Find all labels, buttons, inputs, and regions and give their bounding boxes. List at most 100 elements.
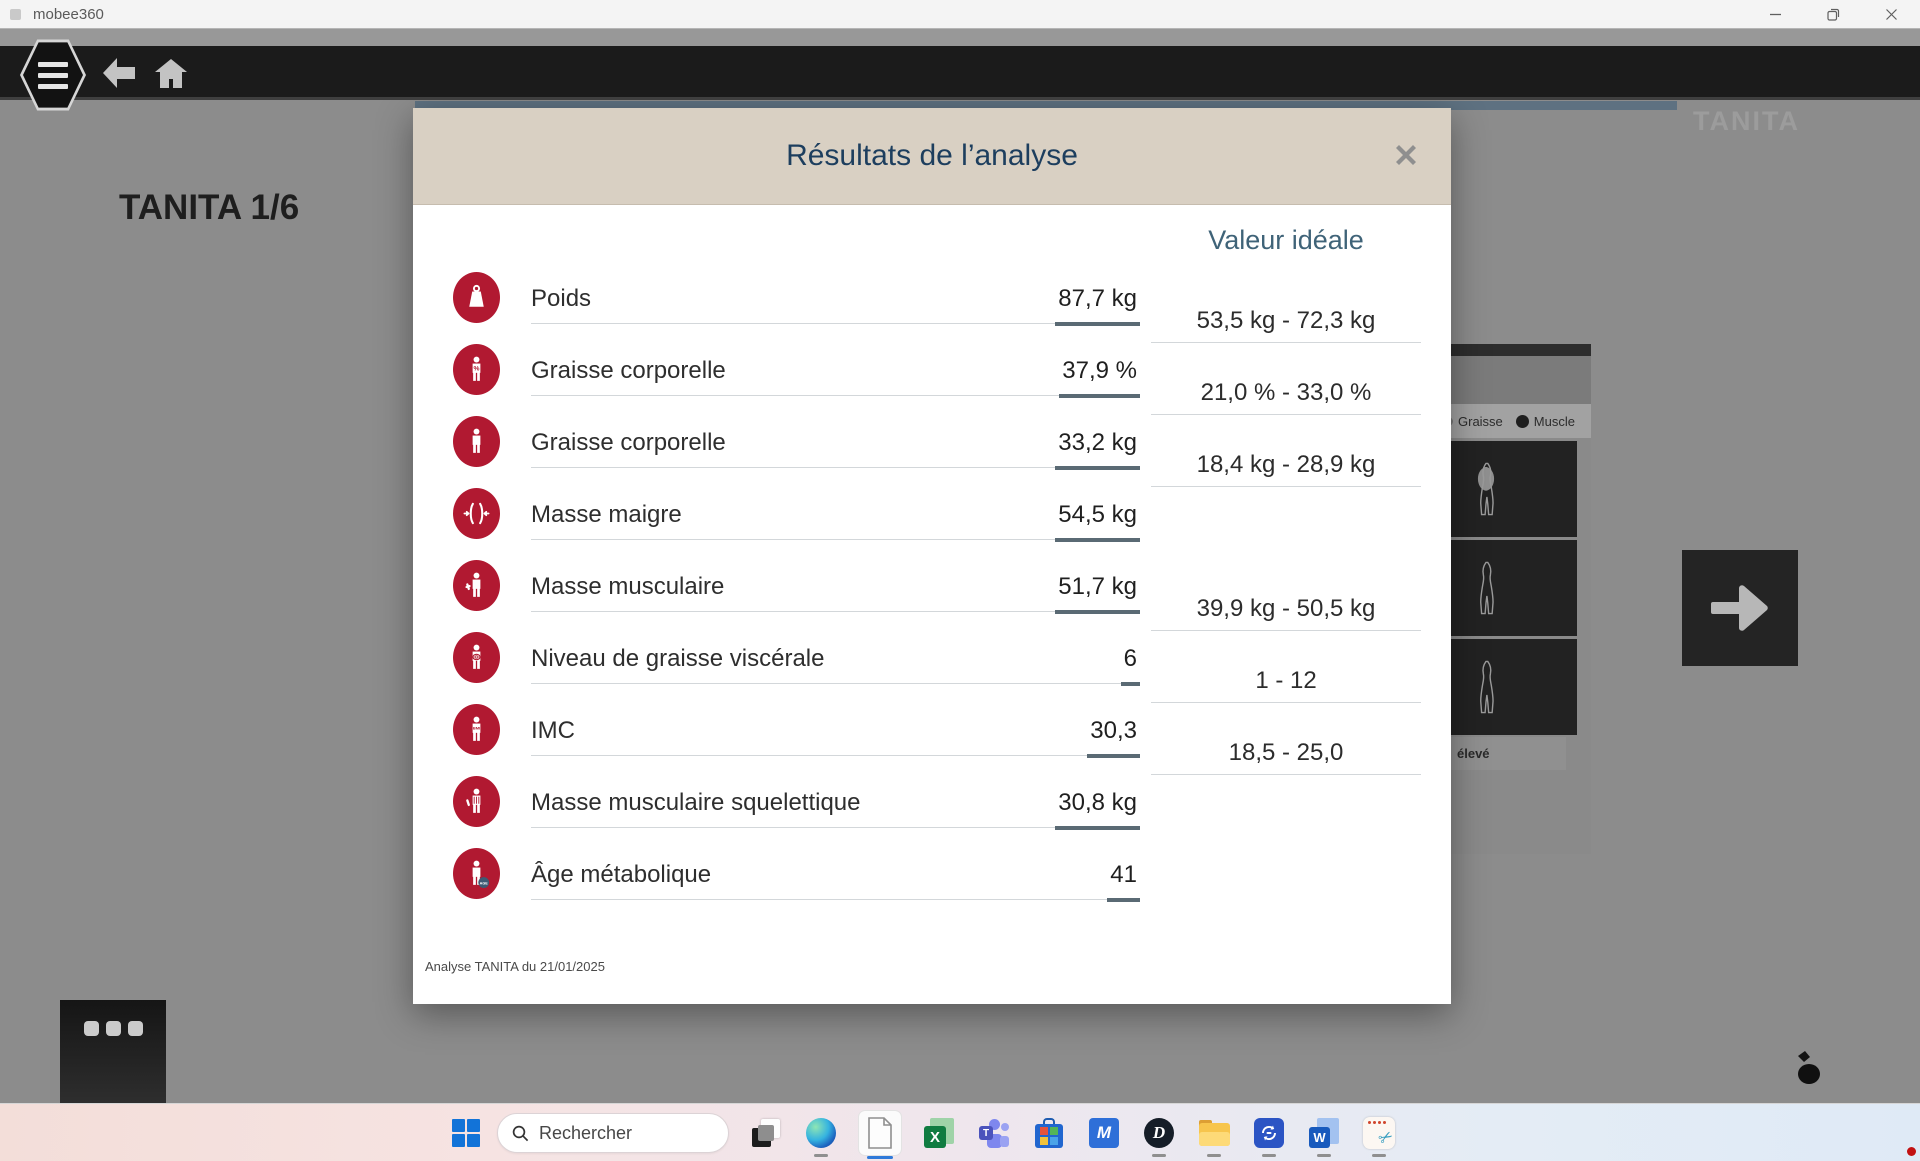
home-icon	[155, 59, 187, 88]
minimize-button[interactable]	[1746, 0, 1804, 28]
dynamics-taskbar-button[interactable]: D	[1142, 1116, 1176, 1157]
document-icon	[867, 1117, 893, 1149]
muscle-mass-icon	[453, 559, 500, 611]
svg-text:BMI: BMI	[473, 725, 480, 730]
running-app-indicator	[1152, 1153, 1166, 1157]
app-toolbar: TANITA	[0, 46, 1920, 136]
ellipsis-icon	[105, 1021, 121, 1036]
close-icon	[1396, 145, 1416, 165]
muscle-legend-label: Muscle	[1533, 413, 1575, 429]
bmi-icon: BMI	[453, 703, 500, 755]
body-fat-mass-icon	[453, 415, 500, 467]
metric-ideal-range: 39,9 kg - 50,5 kg	[1151, 595, 1421, 631]
dialog-header: Résultats de l’analyse	[413, 108, 1451, 205]
minimize-icon	[1769, 13, 1781, 15]
mobee-taskbar-button[interactable]: M	[1087, 1116, 1121, 1150]
metric-label: Masse musculaire squelettique	[531, 789, 861, 816]
fat-legend-label: Graisse	[1458, 413, 1503, 429]
next-page-button[interactable]	[1682, 550, 1798, 666]
result-row: % Graisse corporelle 37,9 % 21,0 % - 33,…	[453, 333, 1423, 415]
window-titlebar: mobee360	[0, 0, 1920, 28]
body-silhouette-fat-icon	[1477, 462, 1495, 516]
level-label: élevé	[1448, 737, 1566, 770]
dialog-title: Résultats de l’analyse	[786, 139, 1078, 172]
skeletal-muscle-icon	[453, 775, 500, 827]
result-row: Graisse corporelle 33,2 kg 18,4 kg - 28,…	[453, 405, 1423, 487]
result-row: BMI IMC 30,3 18,5 - 25,0	[453, 693, 1423, 775]
edge-browser-icon	[806, 1118, 836, 1148]
metabolic-age-icon: AGE	[453, 847, 500, 899]
app-window-icon	[10, 8, 21, 20]
running-app-indicator	[1262, 1153, 1276, 1157]
start-button[interactable]	[452, 1118, 481, 1148]
file-explorer-icon	[1198, 1120, 1230, 1146]
running-app-indicator	[1317, 1153, 1331, 1157]
result-row: Masse maigre 54,5 kg	[453, 477, 1423, 549]
window-title: mobee360	[33, 5, 104, 23]
excel-taskbar-button[interactable]: X	[922, 1116, 956, 1150]
sync-app-taskbar-button[interactable]	[1252, 1116, 1286, 1157]
metric-value: 6	[1120, 645, 1141, 686]
metric-ideal-range: 1 - 12	[1151, 667, 1421, 703]
home-button[interactable]	[154, 58, 188, 89]
metric-value: 41	[1107, 861, 1140, 902]
muscle-legend-dot-icon	[1515, 414, 1529, 428]
analysis-results-dialog: Résultats de l’analyse Valeur idéale Poi…	[413, 108, 1451, 1004]
body-fat-percent-icon: %	[453, 343, 500, 395]
arrow-right-icon	[1711, 585, 1768, 631]
back-arrow-icon	[103, 58, 135, 88]
mouse-cursor	[1788, 1048, 1828, 1094]
overflow-menu-button[interactable]	[60, 1000, 166, 1103]
result-row: AGE Âge métabolique 41	[453, 837, 1423, 909]
body-silhouette-tile	[1448, 639, 1577, 735]
close-icon	[1885, 8, 1897, 20]
metric-label: Niveau de graisse viscérale	[531, 645, 825, 672]
metric-value: 33,2 kg	[1055, 429, 1140, 470]
d-app-icon: D	[1144, 1118, 1174, 1148]
metric-ideal-range: 18,4 kg - 28,9 kg	[1151, 451, 1421, 487]
search-placeholder: Rechercher	[539, 1122, 633, 1143]
word-taskbar-button[interactable]: W	[1307, 1116, 1341, 1157]
weight-icon	[453, 271, 500, 323]
visceral-fat-icon	[453, 631, 500, 683]
metric-value: 54,5 kg	[1055, 501, 1140, 542]
chrome-strip	[0, 28, 1920, 46]
notification-dot	[1907, 1147, 1916, 1156]
teams-taskbar-button[interactable]: T	[977, 1116, 1011, 1150]
metric-value: 87,7 kg	[1055, 285, 1140, 326]
word-icon: W	[1309, 1118, 1339, 1148]
dialog-close-button[interactable]	[1387, 136, 1425, 174]
metric-label: IMC	[531, 717, 575, 744]
svg-text:AGE: AGE	[480, 881, 489, 885]
ellipsis-icon	[127, 1021, 143, 1036]
ellipsis-icon	[83, 1021, 99, 1036]
back-button[interactable]	[100, 56, 138, 90]
edge-taskbar-button[interactable]	[804, 1116, 838, 1157]
running-app-indicator	[1207, 1153, 1221, 1157]
teams-icon: T	[979, 1118, 1009, 1148]
file-explorer-taskbar-button[interactable]	[1197, 1116, 1231, 1157]
active-app-indicator	[867, 1155, 893, 1159]
results-table: Valeur idéale Poids 87,7 kg 53,5 kg - 72…	[413, 205, 1451, 909]
metric-value: 37,9 %	[1059, 357, 1140, 398]
restore-icon	[1826, 8, 1839, 21]
store-taskbar-button[interactable]	[1032, 1116, 1066, 1150]
document-taskbar-button[interactable]	[858, 1110, 902, 1159]
maximize-button[interactable]	[1804, 0, 1862, 28]
body-silhouette-tile	[1448, 441, 1577, 537]
close-window-button[interactable]	[1862, 0, 1920, 28]
result-row: Niveau de graisse viscérale 6 1 - 12	[453, 621, 1423, 703]
search-icon	[512, 1125, 529, 1141]
body-silhouette-tile	[1448, 540, 1577, 636]
metric-label: Masse musculaire	[531, 573, 725, 600]
metric-ideal-range: 18,5 - 25,0	[1151, 739, 1421, 775]
mobee-app-icon: M	[1089, 1118, 1119, 1148]
taskbar-search-box[interactable]: Rechercher	[497, 1113, 729, 1153]
panel-header-bar	[1448, 344, 1591, 356]
body-silhouette-icon	[1480, 561, 1494, 615]
snipping-tool-taskbar-button[interactable]: ✂	[1362, 1116, 1397, 1157]
analysis-date-note: Analyse TANITA du 21/01/2025	[425, 959, 605, 974]
task-view-taskbar-button[interactable]	[749, 1116, 783, 1150]
metric-ideal-range	[1151, 912, 1421, 919]
result-row: Poids 87,7 kg 53,5 kg - 72,3 kg	[453, 261, 1423, 343]
